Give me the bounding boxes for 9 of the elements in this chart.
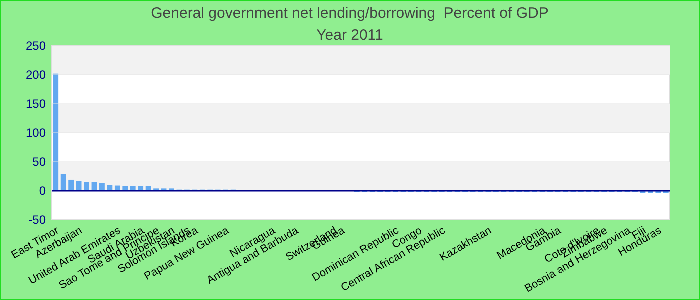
y-tick-label: -50 bbox=[28, 213, 46, 228]
y-tick-label: 200 bbox=[26, 68, 46, 82]
chart-title: General government net lending/borrowing Percent of GDP bbox=[151, 5, 549, 22]
y-tick-label: 0 bbox=[39, 184, 46, 198]
y-tick-label: 250 bbox=[26, 39, 46, 54]
y-tick-label: 100 bbox=[26, 126, 46, 140]
chart-subtitle: Year 2011 bbox=[316, 27, 384, 44]
y-tick-label: 150 bbox=[26, 97, 46, 112]
y-tick-label: 50 bbox=[32, 155, 46, 170]
